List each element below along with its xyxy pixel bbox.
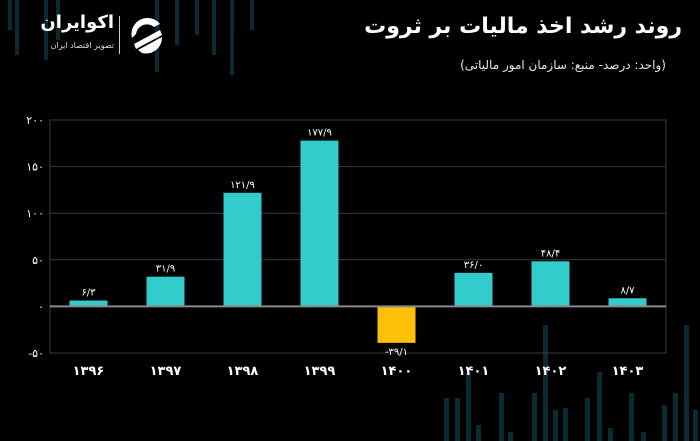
chart-subtitle: (واحد: درصد- منبع: سازمان امور مالیاتی) bbox=[460, 58, 666, 72]
data-label: ۸/۷ bbox=[620, 285, 635, 296]
bar bbox=[531, 261, 570, 307]
y-tick-label: ۰ bbox=[38, 300, 44, 313]
data-label: ۳۱/۹ bbox=[156, 264, 175, 275]
bar bbox=[454, 272, 493, 307]
y-tick-label: ۵۰ bbox=[32, 254, 44, 267]
data-label: ۴۸/۴ bbox=[541, 248, 560, 259]
x-tick-label: ۱۴۰۲ bbox=[535, 364, 567, 379]
bar bbox=[300, 140, 339, 307]
logo-name: اکوایران bbox=[40, 12, 114, 33]
data-label: ۱۲۱/۹ bbox=[230, 180, 255, 191]
data-label: ۱۷۷/۹ bbox=[307, 128, 332, 139]
bar bbox=[146, 276, 185, 307]
y-tick-label: ۱۰۰ bbox=[26, 207, 44, 220]
x-tick-label: ۱۴۰۱ bbox=[458, 364, 490, 379]
plot-frame bbox=[49, 119, 667, 354]
x-tick-label: ۱۴۰۳ bbox=[612, 364, 644, 379]
x-tick-label: ۱۳۹۸ bbox=[227, 364, 259, 379]
y-tick-label: -۵۰ bbox=[28, 347, 44, 360]
data-label: ۶/۳ bbox=[81, 288, 96, 299]
x-tick-label: ۱۴۰۰ bbox=[381, 364, 413, 379]
bar bbox=[69, 300, 108, 307]
y-tick-label: ۱۵۰ bbox=[26, 161, 44, 174]
logo-mark-icon bbox=[131, 17, 163, 54]
logo-tagline: تصویر اقتصاد ایران bbox=[50, 41, 114, 50]
data-label: -۳۹/۱ bbox=[385, 347, 408, 358]
data-label: ۳۶/۰ bbox=[464, 260, 483, 271]
logo-divider bbox=[119, 16, 120, 54]
bar bbox=[223, 192, 262, 307]
y-tick-label: ۲۰۰ bbox=[26, 114, 44, 127]
bar bbox=[377, 306, 416, 343]
x-tick-label: ۱۳۹۹ bbox=[304, 364, 336, 379]
x-tick-label: ۱۳۹۷ bbox=[150, 364, 182, 379]
brand-logo: اکوایران تصویر اقتصاد ایران bbox=[26, 12, 176, 58]
chart-title: روند رشد اخذ مالیات بر ثروت bbox=[364, 14, 682, 39]
x-tick-label: ۱۳۹۶ bbox=[73, 364, 105, 379]
bar bbox=[608, 298, 647, 307]
